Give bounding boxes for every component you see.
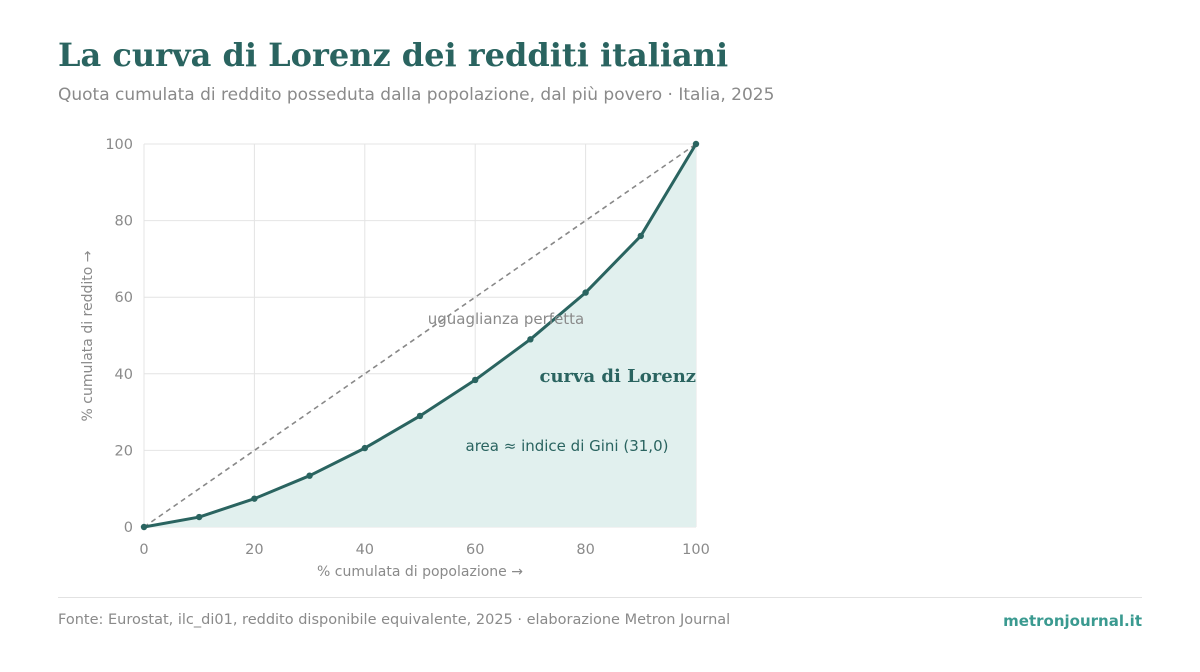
lorenz-point: [306, 472, 313, 479]
x-axis-label: % cumulata di popolazione →: [317, 564, 523, 580]
gini-area-fill: [144, 144, 696, 527]
lorenz-point: [472, 376, 479, 384]
lorenz-chart: 0 20 40 60 80 100 0 20 40 60 80 100 % cumulata di …: [80, 137, 710, 580]
lorenz-point: [527, 336, 534, 343]
y-tick-label: 60: [115, 290, 133, 306]
lorenz-point: [361, 444, 368, 452]
y-tick-label: 100: [105, 137, 133, 153]
x-tick-label: 100: [682, 542, 710, 558]
brand-link[interactable]: metronjournal.it: [1003, 612, 1142, 630]
lorenz-point: [251, 495, 258, 502]
x-axis-ticks: 0 20 40 60 80 100: [139, 542, 709, 558]
footer-divider: [58, 597, 1142, 598]
y-tick-label: 0: [124, 520, 133, 536]
y-tick-label: 40: [115, 367, 133, 383]
x-tick-label: 40: [356, 542, 374, 558]
y-tick-label: 20: [115, 443, 133, 459]
lorenz-point: [692, 140, 700, 148]
equality-annotation: uguaglianza perfetta: [428, 310, 585, 328]
y-tick-label: 80: [115, 214, 133, 230]
x-tick-label: 0: [139, 542, 148, 558]
x-tick-label: 20: [245, 542, 263, 558]
lorenz-point: [637, 232, 644, 240]
lorenz-annotation: curva di Lorenz: [539, 366, 696, 387]
y-axis-label: % cumulata di reddito →: [80, 250, 96, 421]
lorenz-point: [416, 412, 424, 420]
chart-subtitle: Quota cumulata di reddito posseduta dall…: [58, 85, 775, 105]
chart-title: La curva di Lorenz dei redditi italiani: [58, 36, 729, 74]
equality-line: [143, 143, 697, 528]
lorenz-point: [196, 513, 203, 521]
lorenz-points: [140, 140, 700, 531]
lorenz-point: [582, 289, 589, 296]
y-axis-ticks: 0 20 40 60 80 100: [105, 137, 133, 536]
x-tick-label: 60: [466, 542, 484, 558]
lorenz-point: [140, 523, 148, 531]
source-note: Fonte: Eurostat, ilc_di01, reddito dispo…: [58, 612, 731, 628]
x-tick-label: 80: [576, 542, 594, 558]
gini-area-annotation: area ≈ indice di Gini (31,0): [466, 437, 669, 455]
